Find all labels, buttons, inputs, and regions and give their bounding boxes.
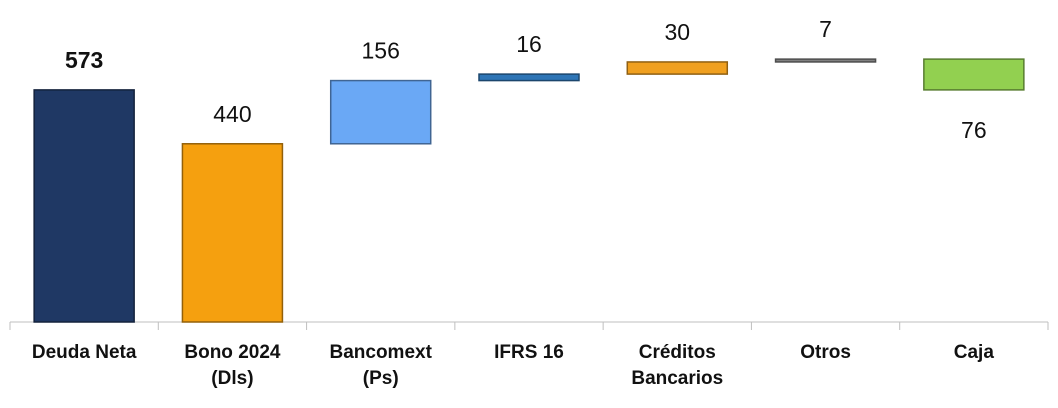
value-label: 30: [664, 19, 690, 45]
value-label: 7: [819, 16, 832, 42]
x-tick-label: Créditos Bancarios: [631, 342, 724, 389]
bar: [774, 58, 877, 63]
value-label: 156: [362, 38, 400, 64]
value-label: 16: [516, 31, 542, 57]
bar: [478, 73, 580, 82]
x-tick-label: IFRS 16: [494, 342, 564, 363]
x-tick-label: Otros: [800, 342, 851, 363]
bar: [181, 143, 284, 323]
x-tick-label: Bancomext (Ps): [329, 342, 432, 389]
bar: [626, 61, 729, 75]
value-label: 76: [961, 117, 987, 143]
x-tick-label: Bono 2024 (Dls): [184, 342, 281, 389]
bar: [923, 58, 1025, 91]
x-tick-label: Deuda Neta: [31, 342, 137, 363]
value-label: 440: [213, 101, 251, 127]
bar: [329, 79, 432, 145]
value-label: 573: [65, 47, 103, 73]
x-tick-label: Caja: [953, 342, 994, 363]
bar: [33, 89, 135, 323]
